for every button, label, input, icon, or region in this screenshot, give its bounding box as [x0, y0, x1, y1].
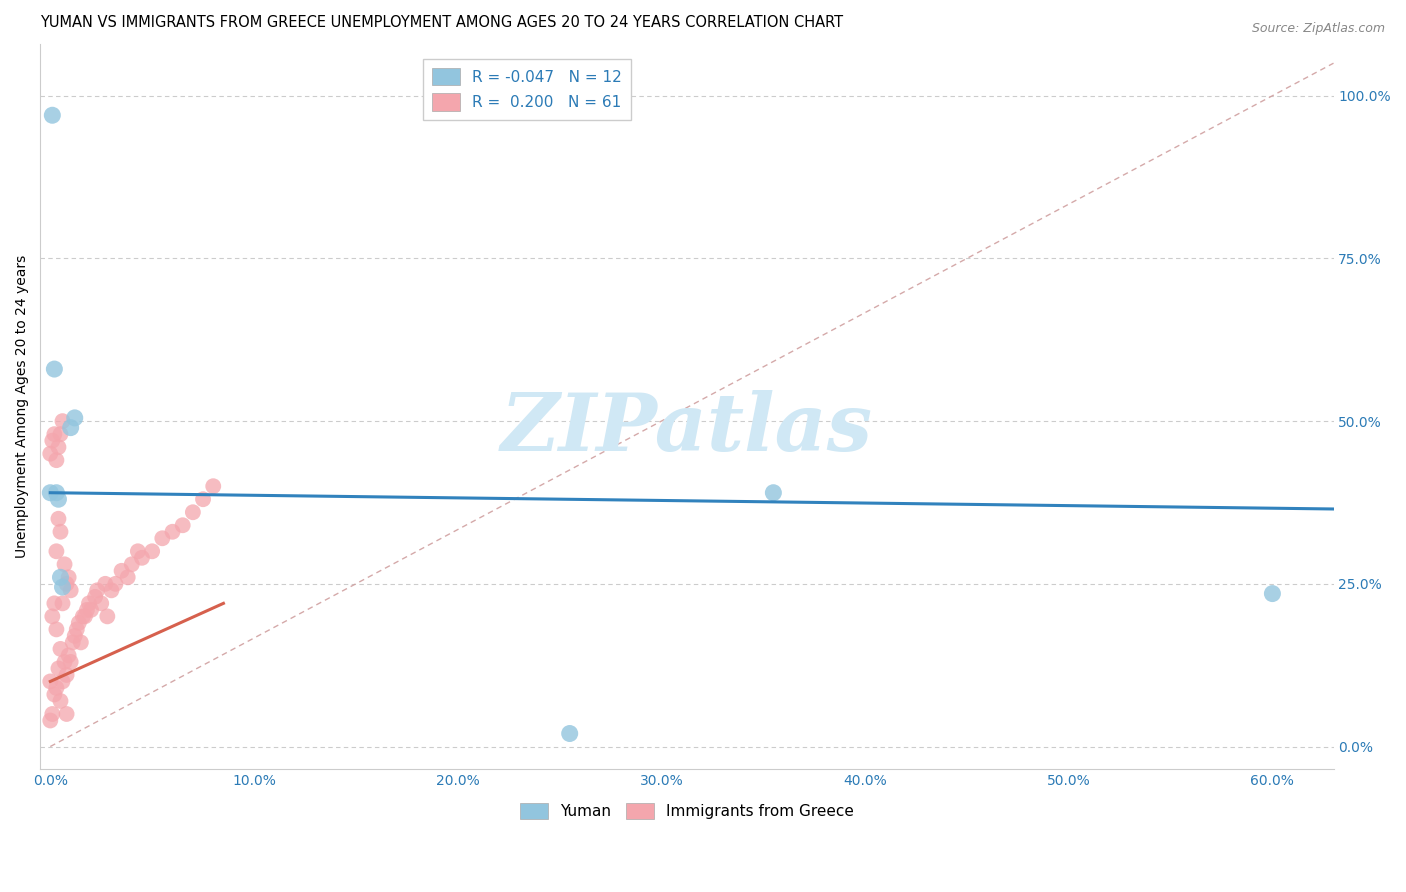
Point — [121, 558, 143, 572]
Point — [41, 706, 63, 721]
Point — [62, 635, 84, 649]
Point — [51, 596, 73, 610]
Point — [162, 524, 184, 539]
Point — [73, 609, 96, 624]
Point — [63, 629, 86, 643]
Point — [49, 524, 72, 539]
Point — [58, 648, 80, 663]
Text: Source: ZipAtlas.com: Source: ZipAtlas.com — [1251, 22, 1385, 36]
Point — [48, 512, 70, 526]
Point — [558, 726, 581, 740]
Point — [49, 694, 72, 708]
Point — [45, 453, 67, 467]
Point — [39, 674, 62, 689]
Point — [45, 681, 67, 695]
Point — [86, 583, 108, 598]
Point — [181, 505, 204, 519]
Point — [51, 580, 73, 594]
Legend: Yuman, Immigrants from Greece: Yuman, Immigrants from Greece — [512, 796, 862, 827]
Point — [117, 570, 139, 584]
Point — [48, 440, 70, 454]
Point — [39, 447, 62, 461]
Point — [45, 544, 67, 558]
Point — [55, 668, 77, 682]
Point — [59, 655, 82, 669]
Point — [72, 609, 94, 624]
Point — [66, 623, 89, 637]
Point — [762, 485, 785, 500]
Point — [131, 550, 153, 565]
Point — [45, 623, 67, 637]
Point — [110, 564, 132, 578]
Point — [150, 531, 173, 545]
Point — [84, 590, 107, 604]
Point — [58, 570, 80, 584]
Point — [77, 596, 100, 610]
Point — [53, 558, 76, 572]
Point — [94, 577, 117, 591]
Point — [44, 427, 66, 442]
Point — [63, 410, 86, 425]
Point — [44, 596, 66, 610]
Point — [39, 714, 62, 728]
Point — [59, 583, 82, 598]
Point — [70, 635, 93, 649]
Point — [80, 603, 103, 617]
Point — [202, 479, 225, 493]
Point — [96, 609, 118, 624]
Point — [48, 661, 70, 675]
Point — [1261, 586, 1284, 600]
Point — [100, 583, 122, 598]
Text: YUMAN VS IMMIGRANTS FROM GREECE UNEMPLOYMENT AMONG AGES 20 TO 24 YEARS CORRELATI: YUMAN VS IMMIGRANTS FROM GREECE UNEMPLOY… — [41, 15, 844, 30]
Y-axis label: Unemployment Among Ages 20 to 24 years: Unemployment Among Ages 20 to 24 years — [15, 255, 30, 558]
Point — [49, 570, 72, 584]
Point — [104, 577, 127, 591]
Point — [41, 434, 63, 448]
Point — [53, 655, 76, 669]
Point — [59, 420, 82, 434]
Point — [55, 577, 77, 591]
Point — [39, 485, 62, 500]
Point — [191, 492, 214, 507]
Point — [90, 596, 112, 610]
Point — [48, 492, 70, 507]
Point — [49, 427, 72, 442]
Point — [67, 615, 90, 630]
Point — [55, 706, 77, 721]
Point — [44, 362, 66, 376]
Point — [49, 641, 72, 656]
Point — [51, 414, 73, 428]
Point — [44, 688, 66, 702]
Point — [41, 609, 63, 624]
Point — [172, 518, 194, 533]
Point — [51, 674, 73, 689]
Text: ZIPatlas: ZIPatlas — [501, 390, 873, 467]
Point — [76, 603, 98, 617]
Point — [127, 544, 149, 558]
Point — [45, 485, 67, 500]
Point — [41, 108, 63, 122]
Point — [141, 544, 163, 558]
